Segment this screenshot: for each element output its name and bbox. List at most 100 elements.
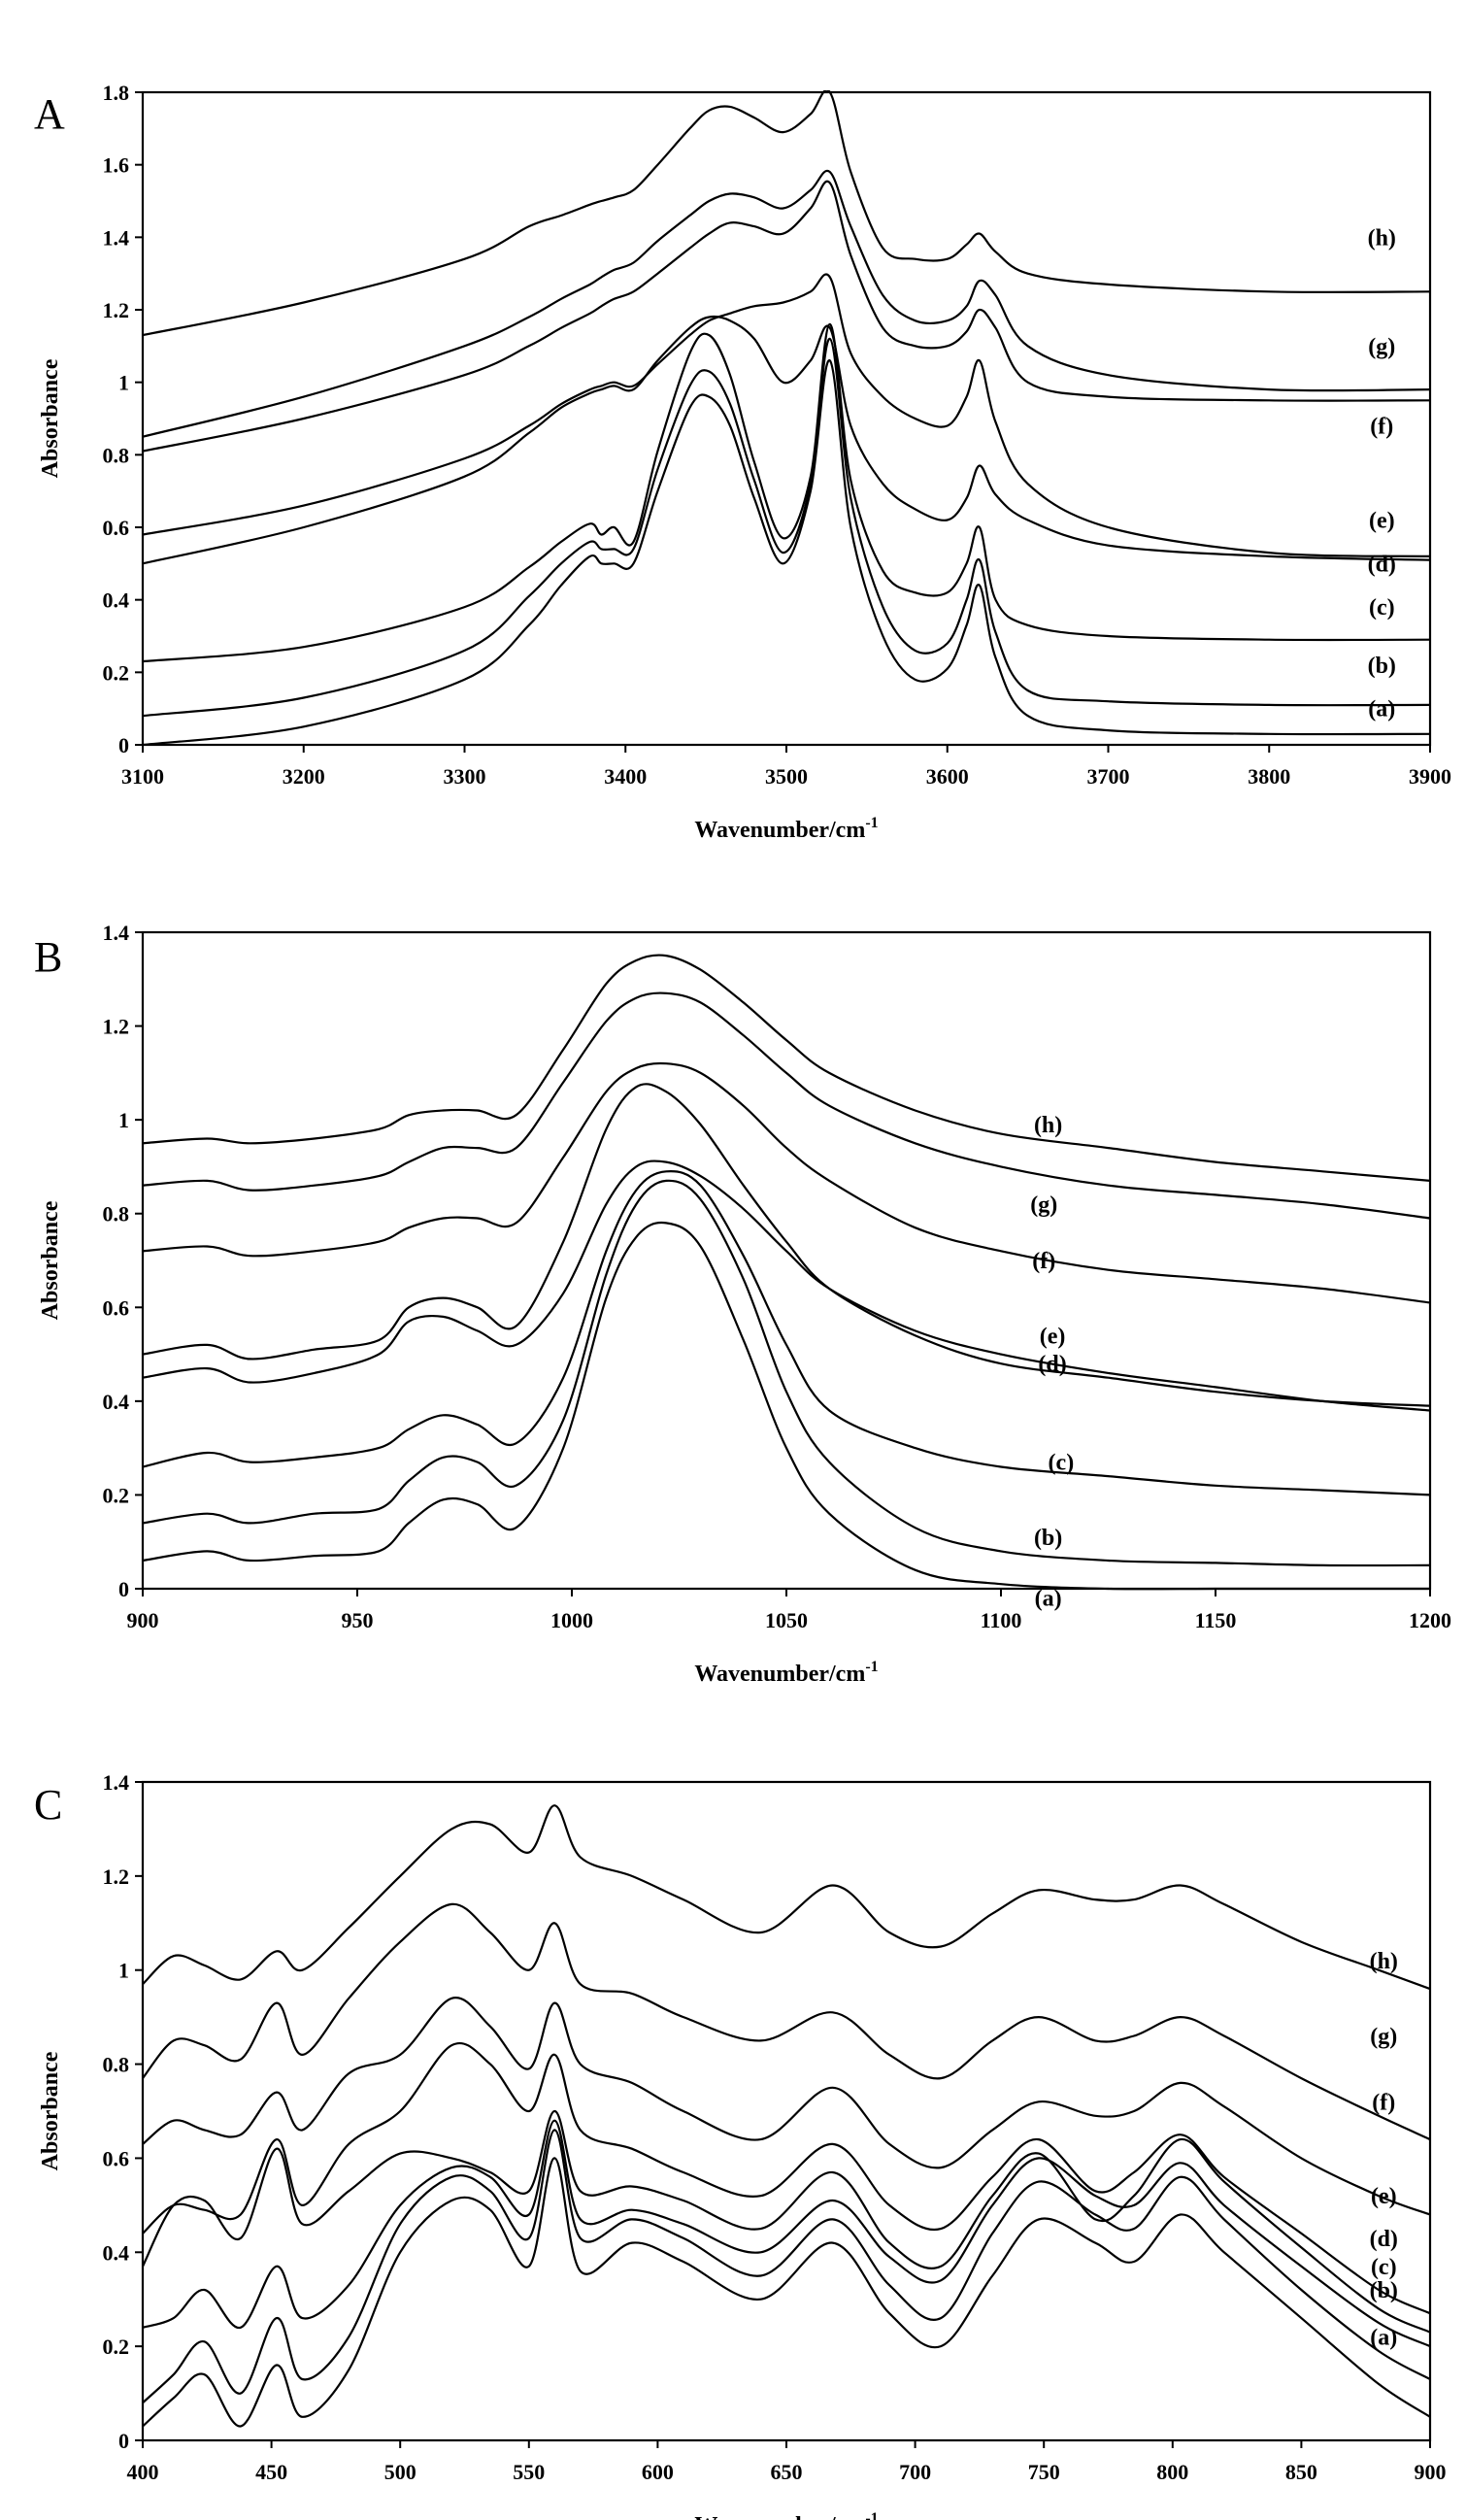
series-label: (b)	[1034, 1526, 1062, 1551]
x-tick-label: 700	[899, 2460, 931, 2484]
plot-frame	[141, 90, 1432, 747]
x-tick-label: 1050	[765, 1608, 808, 1632]
y-tick-label: 0.8	[103, 1202, 130, 1226]
plot-frame	[141, 930, 1432, 1591]
y-tick-label: 0	[118, 1577, 129, 1601]
y-tick-label: 1	[118, 1959, 129, 1983]
x-tick-label: 3900	[1409, 764, 1451, 789]
series-label: (g)	[1368, 334, 1395, 359]
series-label: (h)	[1034, 1113, 1062, 1138]
series-label: (e)	[1369, 509, 1395, 534]
series-line-e	[143, 1083, 1430, 1407]
series-line-d	[143, 1159, 1430, 1412]
series-line-h	[143, 954, 1430, 1182]
series-label: (c)	[1369, 595, 1395, 621]
x-axis-label: Wavenumber/cm-1	[694, 2510, 878, 2520]
series-label: (e)	[1040, 1324, 1066, 1349]
y-axis-label: Absorbance	[38, 2051, 63, 2170]
x-tick-label: 550	[513, 2460, 545, 2484]
y-axis-label: Absorbance	[38, 1200, 63, 1320]
series-line-b	[143, 1179, 1430, 1567]
series-line-b	[143, 2129, 1430, 2404]
panel-letter: A	[34, 90, 65, 138]
series-label: (d)	[1370, 2227, 1398, 2252]
x-tick-label: 3100	[121, 764, 164, 789]
series-line-a	[143, 1221, 1430, 1591]
y-tick-label: 0.2	[103, 2335, 130, 2359]
series-line-f	[143, 1997, 1430, 2216]
y-tick-label: 0.4	[103, 1390, 130, 1414]
x-tick-label: 3300	[444, 764, 486, 789]
y-tick-label: 1.4	[103, 921, 130, 945]
series-label: (g)	[1030, 1193, 1057, 1218]
series-line-a	[143, 359, 1430, 747]
y-tick-label: 1	[118, 371, 129, 395]
x-tick-label: 1100	[981, 1608, 1022, 1632]
x-tick-label: 450	[255, 2460, 287, 2484]
series-line-a	[143, 2157, 1430, 2428]
y-tick-label: 1.2	[103, 298, 130, 322]
x-axis-label-superscript: -1	[865, 815, 878, 831]
x-tick-label: 900	[127, 1608, 159, 1632]
chart-panel-a: A 0 0.2 0.4 0.6 0.8 1 1.2 1.4 1.6 1.8 3100 3200 3300 3…	[34, 81, 1451, 843]
series-line-h	[143, 1804, 1430, 1991]
x-tick-label: 900	[1415, 2460, 1447, 2484]
y-tick-label: 1.4	[103, 1770, 130, 1795]
series-label: (c)	[1371, 2255, 1397, 2280]
x-tick-label: 3600	[926, 764, 969, 789]
y-tick-label: 1	[118, 1108, 129, 1132]
x-tick-label: 1000	[550, 1608, 593, 1632]
y-tick-label: 0.4	[103, 588, 130, 613]
y-tick-label: 1.8	[103, 81, 130, 105]
series-line-g	[143, 1902, 1430, 2141]
x-tick-label: 800	[1156, 2460, 1188, 2484]
series-line-c	[143, 2119, 1430, 2348]
x-tick-label: 850	[1285, 2460, 1317, 2484]
series-line-b	[143, 337, 1430, 718]
x-axis-label-superscript: -1	[865, 1659, 878, 1675]
x-axis-label: Wavenumber/cm-1	[694, 815, 878, 843]
x-tick-label: 3500	[765, 764, 808, 789]
series-line-d	[143, 2109, 1430, 2334]
series-line-e	[143, 2042, 1430, 2315]
series-line-e	[143, 273, 1430, 557]
x-tick-label: 650	[771, 2460, 803, 2484]
x-tick-label: 1200	[1409, 1608, 1451, 1632]
series-label: (a)	[1368, 697, 1395, 722]
x-tick-label: 500	[384, 2460, 416, 2484]
series-line-g	[143, 169, 1430, 438]
x-tick-label: 3200	[283, 764, 325, 789]
x-tick-label: 950	[342, 1608, 374, 1632]
x-tick-label: 3800	[1248, 764, 1290, 789]
series-label: (h)	[1368, 225, 1396, 251]
y-tick-label: 0	[118, 2429, 129, 2453]
x-axis-label: Wavenumber/cm-1	[694, 1659, 878, 1687]
y-tick-label: 0.4	[103, 2240, 130, 2265]
y-tick-label: 1.6	[103, 153, 130, 178]
y-tick-label: 1.2	[103, 1015, 130, 1039]
y-tick-label: 0.2	[103, 660, 130, 685]
series-label: (f)	[1370, 414, 1393, 439]
x-tick-label: 750	[1028, 2460, 1060, 2484]
series-line-f	[143, 1061, 1430, 1304]
series-line-c	[143, 1169, 1430, 1496]
panel-letter: B	[34, 933, 62, 981]
y-tick-label: 0.6	[103, 2146, 130, 2170]
chart-panel-c: C 0 0.2 0.4 0.6 0.8 1 1.2 1.4 400 450 500 550 600 650 7…	[34, 1770, 1447, 2520]
y-tick-label: 0.8	[103, 443, 130, 467]
y-tick-label: 0.6	[103, 516, 130, 540]
x-axis-label-base: Wavenumber/cm	[694, 2513, 865, 2520]
y-tick-label: 0	[118, 733, 129, 757]
x-tick-label: 600	[642, 2460, 674, 2484]
panel-letter: C	[34, 1781, 62, 1829]
y-tick-label: 1.4	[103, 225, 130, 250]
x-tick-label: 400	[127, 2460, 159, 2484]
plot-frame	[141, 1780, 1432, 2442]
series-label: (b)	[1368, 654, 1396, 679]
x-tick-label: 3400	[604, 764, 647, 789]
x-axis-label-base: Wavenumber/cm	[694, 818, 865, 843]
series-line-g	[143, 991, 1430, 1220]
series-label: (e)	[1371, 2184, 1397, 2209]
chart-panel-b: B 0 0.2 0.4 0.6 0.8 1 1.2 1.4 900 950 1000 1050 1100 1…	[34, 921, 1451, 1687]
